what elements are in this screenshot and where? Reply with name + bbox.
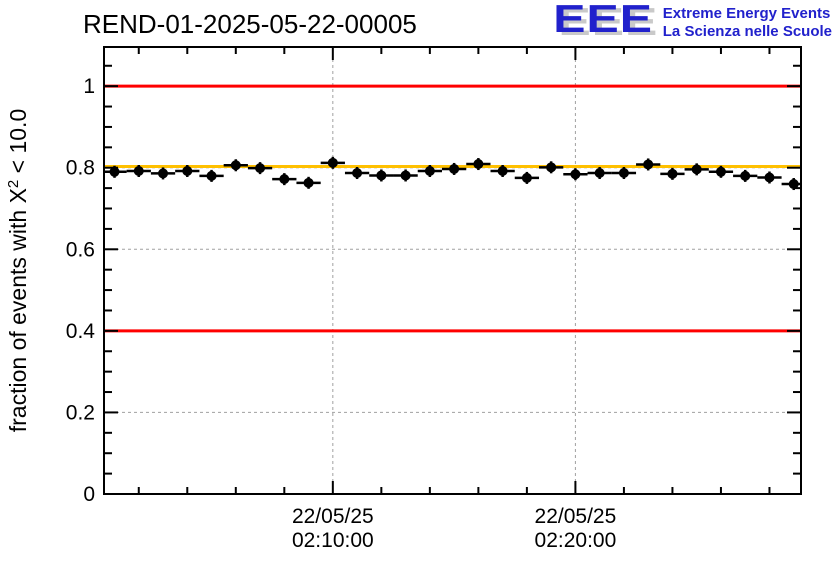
data-point	[618, 168, 629, 179]
axis-ticks	[104, 47, 801, 495]
x-tick-label-date: 22/05/25	[535, 505, 617, 528]
plot-title: REND-01-2025-05-22-00005	[83, 9, 417, 39]
y-tick-label: 0.4	[66, 320, 96, 343]
data-point	[303, 177, 314, 188]
x-tick-label-date: 22/05/25	[292, 505, 374, 528]
data-point	[594, 168, 605, 179]
data-point	[424, 165, 435, 176]
eee-logo: Extreme Energy Events La Scienza nelle S…	[553, 0, 832, 41]
eee-logo-acronym: EEE	[552, 0, 653, 41]
y-tick-label: 1	[83, 75, 95, 98]
data-point	[715, 166, 726, 177]
eee-logo-line1: Extreme Energy Events	[662, 5, 831, 22]
axis-labels: 00.20.40.60.8122/05/2502:10:0022/05/2502…	[66, 75, 616, 552]
data-point	[158, 168, 169, 179]
data-point	[570, 169, 581, 180]
eee-logo-line2: La Scienza nelle Scuole	[662, 23, 832, 40]
data-point	[279, 174, 290, 185]
data-point	[497, 165, 508, 176]
data-point	[133, 165, 144, 176]
data-point	[206, 170, 217, 181]
data-point	[764, 172, 775, 183]
gridlines	[104, 47, 801, 494]
data-point	[667, 168, 678, 179]
data-point	[691, 164, 702, 175]
data-point	[473, 159, 484, 170]
data-point	[546, 162, 557, 173]
data-point	[740, 170, 751, 181]
y-tick-label: 0.2	[66, 401, 95, 424]
data-point	[230, 160, 241, 171]
eee-logo-text-lines: Extreme Energy Events La Scienza nelle S…	[663, 5, 832, 41]
x-tick-label-time: 02:10:00	[292, 529, 374, 552]
data-point	[400, 170, 411, 181]
data-point	[449, 163, 460, 174]
data-point	[643, 159, 654, 170]
data-point	[376, 170, 387, 181]
data-point	[352, 168, 363, 179]
plot-frame	[103, 46, 802, 495]
x-tick-label-time: 02:20:00	[535, 529, 617, 552]
data-point	[182, 165, 193, 176]
data-point	[327, 157, 338, 168]
data-point	[255, 163, 266, 174]
data-series	[104, 156, 801, 191]
data-point	[521, 172, 532, 183]
y-tick-label: 0	[83, 483, 95, 506]
y-tick-label: 0.8	[66, 157, 95, 180]
y-tick-label: 0.6	[66, 238, 95, 261]
y-axis-title: fraction of events with X2 < 10.0	[5, 109, 31, 433]
